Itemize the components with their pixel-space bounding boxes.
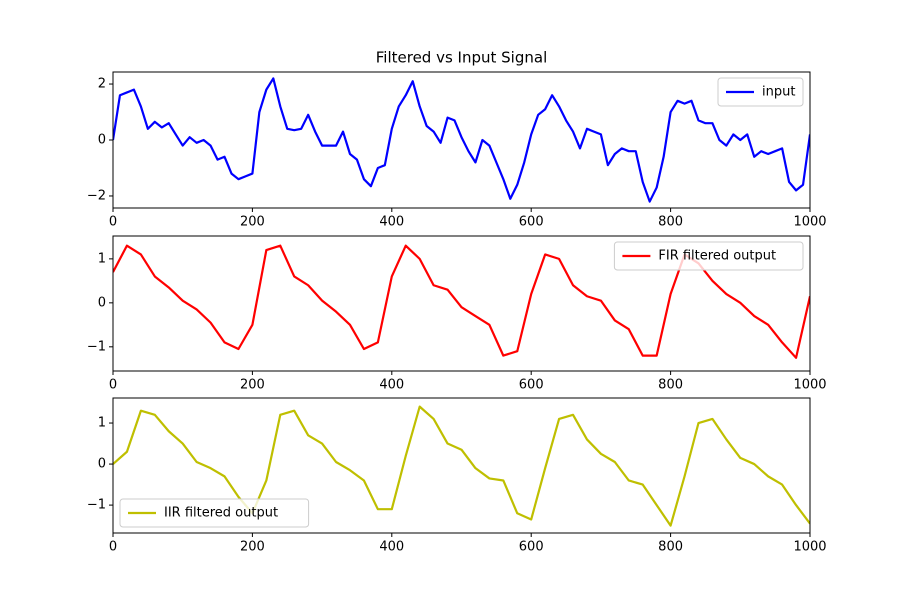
plot-area <box>113 405 810 527</box>
y-tick-label: −2 <box>87 188 106 203</box>
x-tick-label: 1000 <box>793 215 826 230</box>
x-tick-label: 600 <box>519 378 544 393</box>
x-tick-label: 800 <box>658 215 683 230</box>
x-tick-label: 200 <box>240 215 265 230</box>
x-tick-label: 400 <box>379 540 404 555</box>
x-tick-label: 800 <box>658 540 683 555</box>
legend-box <box>613 241 804 271</box>
chart-title: Filtered vs Input Signal <box>376 49 547 67</box>
x-tick-label: 0 <box>109 378 117 393</box>
legend-label: IIR filtered output <box>164 506 278 521</box>
x-tick-label: 600 <box>519 540 544 555</box>
y-tick-label: 1 <box>98 251 106 266</box>
series-line <box>113 77 810 203</box>
x-tick-label: 0 <box>109 540 117 555</box>
x-tick-label: 1000 <box>793 540 826 555</box>
y-tick-label: 1 <box>98 416 106 431</box>
legend-label: input <box>762 85 795 100</box>
x-tick-label: 200 <box>240 378 265 393</box>
x-tick-label: 200 <box>240 540 265 555</box>
legend-box <box>119 498 310 528</box>
y-tick-label: −1 <box>87 339 106 354</box>
series-line <box>113 405 810 527</box>
y-tick-label: 0 <box>98 457 106 472</box>
y-tick-label: 2 <box>98 77 106 92</box>
axes-frame <box>112 235 811 372</box>
x-tick-label: 600 <box>519 215 544 230</box>
x-tick-label: 1000 <box>793 378 826 393</box>
axes-frame <box>112 71 811 209</box>
legend-box <box>717 77 804 107</box>
x-tick-label: 0 <box>109 215 117 230</box>
y-tick-label: 0 <box>98 133 106 148</box>
x-tick-label: 800 <box>658 378 683 393</box>
y-tick-label: 0 <box>98 295 106 310</box>
x-tick-label: 400 <box>379 215 404 230</box>
legend-label: FIR filtered output <box>658 249 776 264</box>
axes-frame <box>112 397 811 534</box>
x-tick-label: 400 <box>379 378 404 393</box>
y-tick-label: −1 <box>87 498 106 513</box>
plot-area <box>113 77 810 203</box>
